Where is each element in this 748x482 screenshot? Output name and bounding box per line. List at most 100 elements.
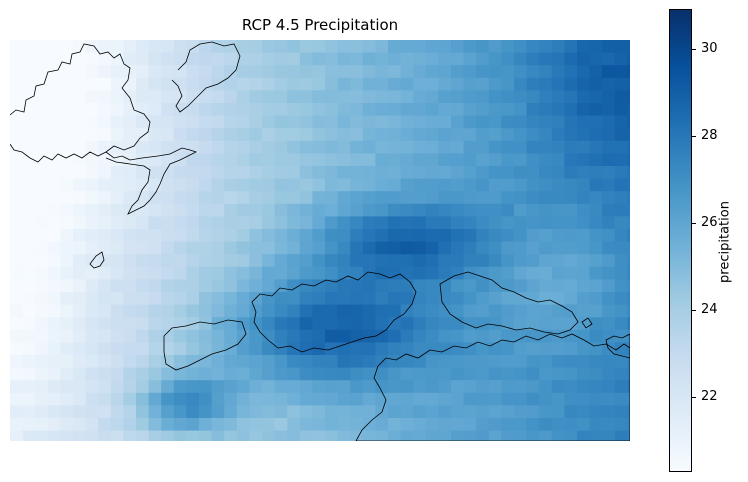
raster-cell [375,266,389,280]
raster-cell [627,367,630,381]
raster-cell [476,241,490,255]
raster-cell [236,216,250,230]
raster-cell [10,355,24,369]
raster-cell [85,292,99,306]
raster-cell [211,191,225,205]
raster-cell [123,178,137,192]
raster-cell [589,304,603,318]
raster-cell [236,191,250,205]
raster-cell [110,115,124,129]
raster-cell [602,292,616,306]
raster-cell [148,216,162,230]
raster-cell [551,241,565,255]
raster-cell [501,166,515,180]
raster-cell [463,115,477,129]
raster-cell [488,380,502,394]
raster-cell [262,418,276,432]
raster-cell [274,292,288,306]
raster-cell [627,65,630,79]
raster-cell [136,140,150,154]
raster-cell [614,178,628,192]
raster-cell [22,90,36,104]
raster-cell [35,279,49,293]
raster-cell [35,329,49,343]
raster-cell [161,191,175,205]
raster-cell [35,90,49,104]
raster-cell [22,392,36,406]
raster-cell [98,304,112,318]
raster-cell [35,317,49,331]
raster-cell [110,380,124,394]
raster-cell [564,241,578,255]
raster-cell [388,166,402,180]
raster-cell [375,279,389,293]
raster-cell [35,430,49,441]
raster-cell [35,52,49,66]
raster-cell [526,90,540,104]
raster-cell [514,405,528,419]
raster-cell [362,266,376,280]
raster-cell [47,77,61,91]
raster-cell [337,405,351,419]
raster-cell [488,191,502,205]
raster-cell [577,90,591,104]
raster-cell [350,203,364,217]
raster-cell [539,279,553,293]
raster-cell [312,317,326,331]
raster-cell [299,241,313,255]
raster-cell [451,203,465,217]
raster-cell [400,380,414,394]
raster-cell [514,40,528,54]
raster-cell [249,178,263,192]
raster-cell [186,140,200,154]
raster-cell [274,405,288,419]
raster-cell [262,216,276,230]
raster-cell [173,241,187,255]
raster-cell [350,65,364,79]
raster-cell [10,90,24,104]
raster-cell [564,317,578,331]
raster-cell [173,140,187,154]
raster-cell [564,292,578,306]
raster-cell [148,178,162,192]
raster-cell [400,367,414,381]
raster-cell [501,317,515,331]
colorbar-tick-label: 28 [701,128,718,144]
raster-cell [564,367,578,381]
raster-cell [463,52,477,66]
raster-cell [501,241,515,255]
raster-cell [312,266,326,280]
raster-cell [577,418,591,432]
raster-cell [10,40,24,54]
raster-cell [425,380,439,394]
raster-cell [476,380,490,394]
raster-cell [249,153,263,167]
raster-cell [539,292,553,306]
raster-cell [425,430,439,441]
raster-cell [501,128,515,142]
raster-cell [110,40,124,54]
raster-cell [211,266,225,280]
raster-cell [602,418,616,432]
raster-cell [350,380,364,394]
raster-cell [400,203,414,217]
raster-cell [60,178,74,192]
raster-cell [627,103,630,117]
raster-cell [325,103,339,117]
raster-cell [400,329,414,343]
raster-cell [249,392,263,406]
raster-cell [161,304,175,318]
raster-cell [249,229,263,243]
raster-cell [110,317,124,331]
raster-cell [577,380,591,394]
raster-cell [10,52,24,66]
raster-cell [602,103,616,117]
raster-cell [350,342,364,356]
raster-cell [551,380,565,394]
raster-cell [274,40,288,54]
raster-cell [10,229,24,243]
raster-cell [85,103,99,117]
raster-cell [10,418,24,432]
raster-cell [211,304,225,318]
raster-cell [362,355,376,369]
